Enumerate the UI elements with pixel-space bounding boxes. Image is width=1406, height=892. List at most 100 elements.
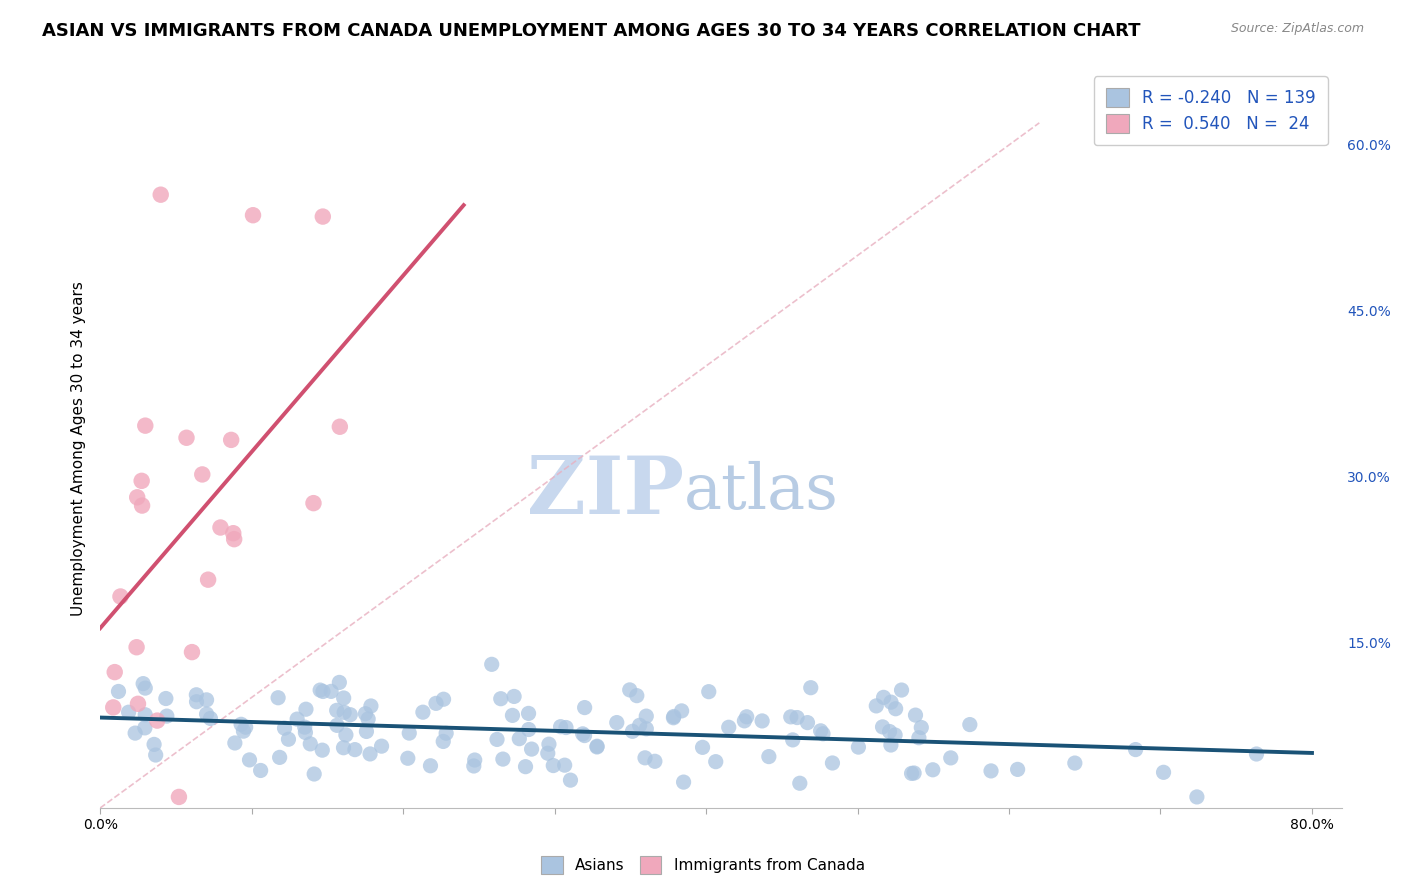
Point: [302, 767, 325, 781]
Point: [800, 681, 823, 695]
Point: [717, 720, 740, 734]
Point: [332, 740, 354, 755]
Point: [224, 736, 246, 750]
Point: [134, 707, 156, 722]
Point: [554, 758, 576, 772]
Point: [167, 789, 190, 804]
Point: [434, 726, 457, 740]
Point: [606, 715, 628, 730]
Point: [644, 754, 666, 768]
Point: [517, 723, 540, 737]
Point: [492, 752, 515, 766]
Point: [146, 714, 169, 728]
Point: [550, 720, 572, 734]
Point: [555, 721, 578, 735]
Legend: Asians, Immigrants from Canada: Asians, Immigrants from Canada: [536, 850, 870, 880]
Point: [155, 691, 177, 706]
Point: [884, 702, 907, 716]
Point: [574, 700, 596, 714]
Point: [671, 704, 693, 718]
Point: [269, 750, 291, 764]
Point: [463, 759, 485, 773]
Point: [127, 697, 149, 711]
Point: [325, 703, 347, 717]
Point: [890, 683, 912, 698]
Legend: R = -0.240   N = 139, R =  0.540   N =  24: R = -0.240 N = 139, R = 0.540 N = 24: [1094, 77, 1327, 145]
Point: [117, 705, 139, 719]
Point: [939, 751, 962, 765]
Point: [229, 717, 252, 731]
Point: [921, 763, 943, 777]
Point: [508, 731, 530, 746]
Point: [697, 684, 720, 698]
Point: [786, 710, 808, 724]
Point: [195, 693, 218, 707]
Point: [219, 433, 242, 447]
Point: [560, 773, 582, 788]
Point: [295, 702, 318, 716]
Point: [335, 728, 357, 742]
Point: [131, 499, 153, 513]
Point: [586, 739, 609, 754]
Point: [733, 714, 755, 728]
Point: [124, 726, 146, 740]
Point: [326, 718, 349, 732]
Point: [464, 753, 486, 767]
Point: [195, 707, 218, 722]
Point: [517, 706, 540, 721]
Point: [811, 727, 834, 741]
Point: [134, 418, 156, 433]
Point: [176, 431, 198, 445]
Point: [626, 689, 648, 703]
Point: [503, 690, 526, 704]
Point: [880, 695, 903, 709]
Point: [486, 732, 509, 747]
Point: [419, 758, 441, 772]
Point: [1125, 742, 1147, 756]
Point: [704, 755, 727, 769]
Point: [302, 496, 325, 510]
Point: [312, 684, 335, 698]
Point: [285, 712, 308, 726]
Point: [186, 688, 208, 702]
Point: [821, 756, 844, 770]
Point: [634, 751, 657, 765]
Point: [501, 708, 523, 723]
Point: [309, 683, 332, 698]
Point: [321, 684, 343, 698]
Text: ASIAN VS IMMIGRANTS FROM CANADA UNEMPLOYMENT AMONG AGES 30 TO 34 YEARS CORRELATI: ASIAN VS IMMIGRANTS FROM CANADA UNEMPLOY…: [42, 22, 1140, 40]
Point: [156, 709, 179, 723]
Point: [267, 690, 290, 705]
Point: [904, 708, 927, 723]
Point: [880, 738, 903, 752]
Point: [1246, 747, 1268, 761]
Point: [181, 645, 204, 659]
Point: [848, 740, 870, 755]
Point: [224, 532, 246, 546]
Point: [621, 724, 644, 739]
Point: [232, 724, 254, 739]
Text: atlas: atlas: [683, 461, 839, 523]
Point: [980, 764, 1002, 778]
Point: [672, 775, 695, 789]
Point: [432, 692, 454, 706]
Point: [571, 727, 593, 741]
Point: [412, 705, 434, 719]
Point: [884, 728, 907, 742]
Point: [432, 734, 454, 748]
Point: [329, 419, 352, 434]
Point: [543, 758, 565, 772]
Point: [1063, 756, 1085, 770]
Point: [127, 491, 149, 505]
Point: [343, 742, 366, 756]
Point: [131, 474, 153, 488]
Point: [398, 726, 420, 740]
Point: [273, 721, 295, 735]
Point: [354, 706, 377, 721]
Point: [879, 724, 901, 739]
Point: [370, 739, 392, 753]
Point: [125, 640, 148, 655]
Point: [103, 700, 125, 714]
Point: [396, 751, 419, 765]
Point: [872, 720, 894, 734]
